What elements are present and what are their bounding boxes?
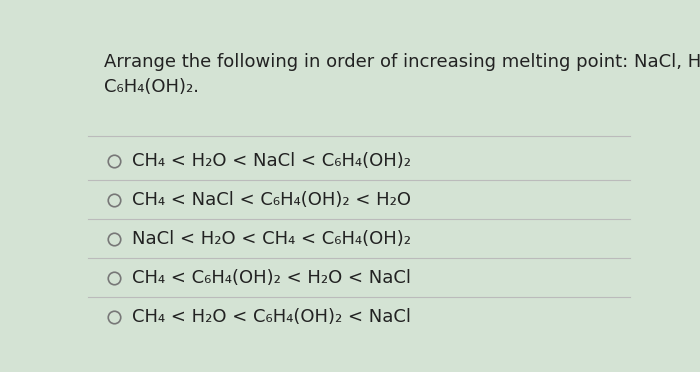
Text: CH₄ < NaCl < C₆H₄(OH)₂ < H₂O: CH₄ < NaCl < C₆H₄(OH)₂ < H₂O <box>132 191 411 209</box>
Text: NaCl < H₂O < CH₄ < C₆H₄(OH)₂: NaCl < H₂O < CH₄ < C₆H₄(OH)₂ <box>132 230 411 248</box>
Text: CH₄ < H₂O < C₆H₄(OH)₂ < NaCl: CH₄ < H₂O < C₆H₄(OH)₂ < NaCl <box>132 308 411 326</box>
Text: Arrange the following in order of increasing melting point: NaCl, H₂O, CH₄,
C₆H₄: Arrange the following in order of increa… <box>104 53 700 96</box>
Text: CH₄ < C₆H₄(OH)₂ < H₂O < NaCl: CH₄ < C₆H₄(OH)₂ < H₂O < NaCl <box>132 269 411 287</box>
Text: CH₄ < H₂O < NaCl < C₆H₄(OH)₂: CH₄ < H₂O < NaCl < C₆H₄(OH)₂ <box>132 152 411 170</box>
